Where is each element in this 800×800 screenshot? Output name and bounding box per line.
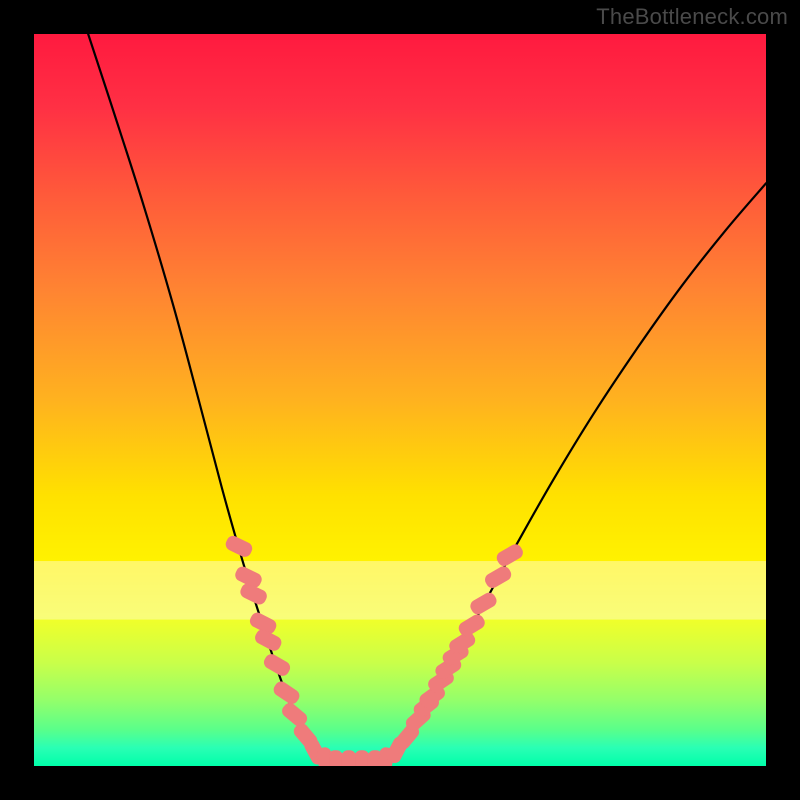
marker-left-0 [224,534,254,558]
marker-left-5 [262,652,292,677]
watermark-text: TheBottleneck.com [596,4,788,30]
marker-left-6 [272,680,301,706]
bottleneck-curve [88,34,766,765]
chart-frame [0,0,800,800]
curve-layer [34,34,766,766]
pale-band [34,561,766,620]
marker-bottom-0 [329,751,343,766]
marker-bottom-2 [355,751,369,766]
plot-area [34,34,766,766]
marker-bottom-1 [342,751,356,766]
